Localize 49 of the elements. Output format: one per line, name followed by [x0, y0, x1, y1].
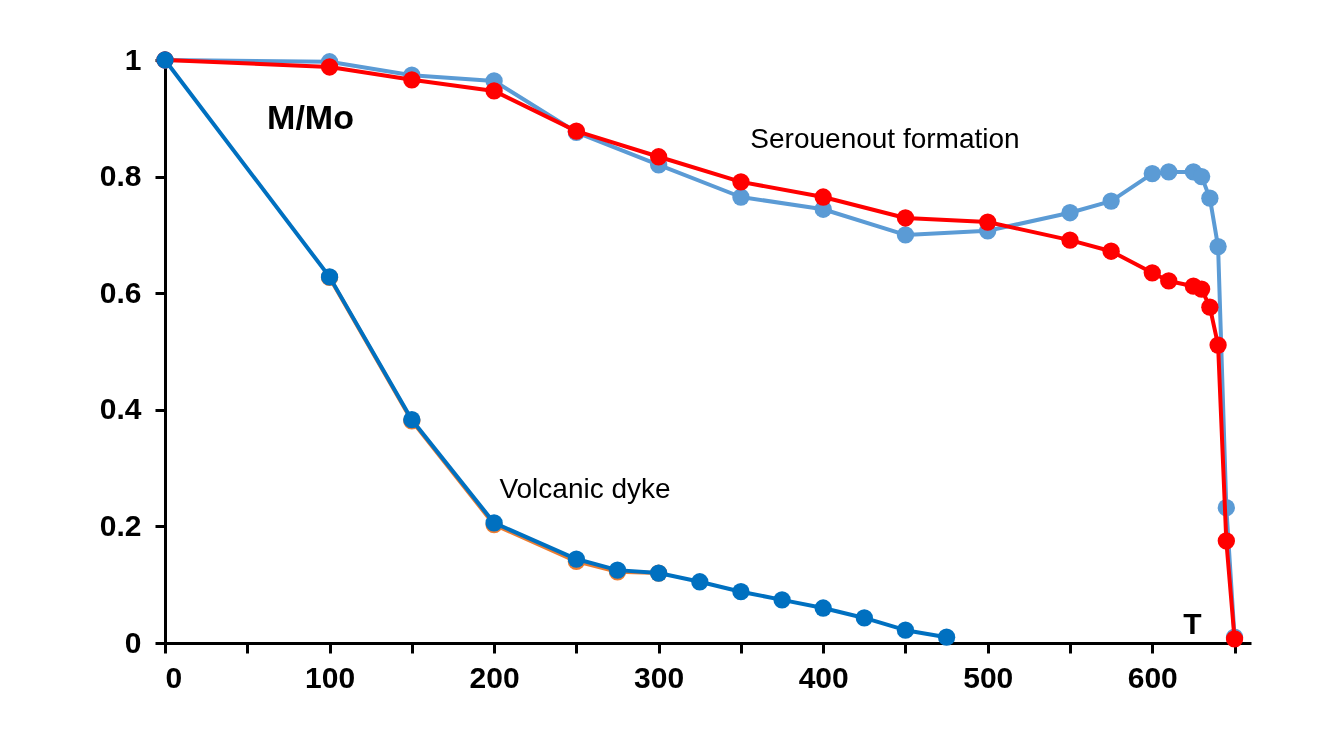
point — [896, 621, 915, 639]
point — [814, 188, 832, 206]
y-tick-label: 0.8 — [99, 159, 142, 193]
x-tick-label: 600 — [1127, 660, 1178, 694]
point — [979, 213, 997, 231]
y-tick-label: 1 — [124, 42, 142, 76]
point — [1192, 280, 1211, 298]
point — [937, 628, 956, 646]
point — [1143, 264, 1161, 282]
x-tick-label: 300 — [634, 660, 685, 694]
x-tick-label: 200 — [469, 660, 520, 694]
point — [814, 599, 832, 617]
point — [1192, 167, 1211, 186]
point — [485, 82, 503, 100]
point — [1209, 237, 1227, 256]
point — [896, 209, 915, 227]
point — [1061, 204, 1079, 222]
x-tick-label: 100 — [305, 660, 356, 694]
point — [1201, 189, 1219, 207]
point — [1160, 272, 1178, 290]
y-tick-label: 0.6 — [99, 275, 142, 309]
y-tick-label: 0 — [124, 625, 142, 659]
x-tick-label: 0 — [165, 660, 183, 694]
point — [1102, 192, 1120, 210]
x-tick-label: 500 — [963, 660, 1014, 694]
point — [403, 71, 421, 89]
point — [773, 591, 791, 609]
point — [732, 583, 750, 601]
point — [1102, 242, 1120, 260]
point — [1217, 532, 1235, 550]
point — [320, 58, 339, 76]
x-axis-title: T — [1183, 606, 1202, 640]
point — [1201, 298, 1219, 316]
point — [732, 173, 750, 191]
point — [691, 573, 709, 591]
y-tick-label: 0.4 — [99, 392, 142, 426]
annotation: Serouenout formation — [750, 123, 1020, 154]
point — [1209, 336, 1227, 354]
point — [732, 188, 750, 206]
annotation: Volcanic dyke — [499, 473, 671, 504]
x-tick-label: 400 — [798, 660, 849, 694]
point — [1143, 165, 1161, 183]
point — [1160, 163, 1178, 181]
point — [855, 609, 873, 627]
y-tick-label: 0.2 — [99, 508, 142, 542]
point — [649, 148, 668, 166]
point — [1061, 231, 1079, 249]
y-axis-title: M/Mo — [267, 97, 354, 136]
point — [896, 226, 915, 244]
